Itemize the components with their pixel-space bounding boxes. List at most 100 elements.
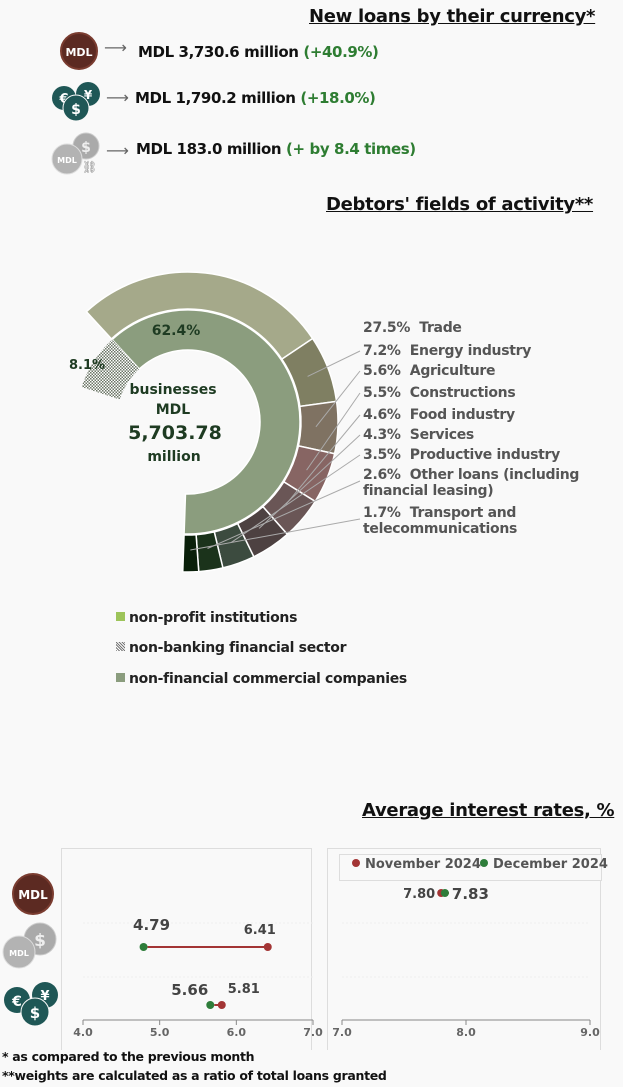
activity-name: Productive industry [409,447,560,463]
x-tick-label: 7.0 [332,1026,352,1039]
leader-line [258,434,361,529]
currency-section-title: New loans by their currency* [309,6,596,27]
legend-swatch [116,642,125,651]
interest-rates-chart: November 2024 December 2024 4.0 5.0 6.0 7.0… [2,848,608,1050]
slice-transport-and-telecommunications [181,533,200,573]
loan-change: (+18.0%) [300,89,376,107]
arrow-icon: ⟶ [104,38,127,57]
activity-section-title: Debtors' fields of activity** [326,194,594,215]
point-dec [139,943,148,951]
legend-label-nov: November 2024 [365,857,481,872]
x-tick-label: 7.0 [303,1026,323,1039]
footnote-1: * as compared to the previous month [2,1049,255,1064]
activity-label: 27.5% Trade [363,320,462,336]
activity-pct: 3.5% [363,447,401,463]
slice-nonfinancial [111,309,301,535]
currency-row-foreign: MDL 1,790.2 million (+18.0%) [135,89,376,107]
activity-name: Trade [419,320,462,336]
activity-pct: 1.7% [363,505,401,521]
activity-label: 1.7% Transport and telecommunications [363,505,517,537]
label-nov: 5.81 [228,982,260,997]
svg-text:$: $ [30,1004,40,1022]
x-tick-label: 4.0 [73,1026,93,1039]
mdl-coin-icon: MDL [12,873,54,915]
activity-label: 4.6% Food industry [363,407,515,423]
activity-pct: 27.5% [363,320,411,336]
svg-text:MDL: MDL [65,46,92,59]
leader-line [207,480,361,549]
leader-line [190,518,361,551]
point-dec [206,1001,215,1009]
inner-label-nonfinancial: 62.4% [152,323,201,339]
legend-marker-dec [480,859,488,867]
center-label-line1: businesses [129,382,216,398]
activity-name: Constructions [409,385,516,401]
activity-pct: 7.2% [363,343,401,359]
mdl-coin-icon: MDL [60,32,98,70]
leader-line [306,392,361,471]
x-tick-label: 9.0 [580,1026,600,1039]
svg-text:⛓: ⛓ [82,160,97,174]
loan-value: MDL 1,790.2 million [135,89,296,107]
activity-pct: 2.6% [363,467,401,483]
left-panel-frame [61,848,312,1050]
activity-pct: 4.6% [363,407,401,423]
svg-text:¥: ¥ [40,989,49,1004]
activity-pct: 4.3% [363,427,401,443]
leader-line [285,414,361,506]
label-nov: 7.80 [403,887,435,902]
foreign-currency-coins-icon: € ¥ $ [52,82,100,122]
svg-text:$: $ [71,102,81,118]
activity-name: Food industry [409,407,515,423]
legend-label: non-banking financial sector [129,640,347,656]
legend-label: non-financial commercial companies [129,671,407,687]
center-total-value: 5,703.78 [128,422,222,444]
activity-label: 7.2% Energy industry [363,343,531,359]
leader-line [315,370,361,428]
inner-label-nonbanking: 8.1% [69,358,105,373]
legend-nonfinancial: non-financial commercial companies [116,671,407,687]
activity-name: Agriculture [409,363,496,379]
svg-text:€: € [11,994,22,1010]
currency-row-linked: MDL 183.0 million (+ by 8.4 times) [136,140,416,158]
foreign-currency-coins-icon: € ¥ $ [4,982,58,1027]
activity-label: 5.5% Constructions [363,385,516,401]
activity-pct: 5.5% [363,385,401,401]
activity-pct: 5.6% [363,363,401,379]
linked-currency-coins-icon: $ MDL [2,922,57,969]
legend-box [339,854,602,881]
svg-text:MDL: MDL [18,888,48,902]
rates-section-title: Average interest rates, % [362,800,615,821]
legend-nonbanking: non-banking financial sector [116,640,347,656]
point-nov [263,943,272,951]
slice-agriculture [297,400,339,455]
x-tick-label: 5.0 [150,1026,170,1039]
activity-donut-chart: 62.4% 8.1% businesses MDL 5,703.78 milli… [69,271,361,573]
leader-line [307,350,361,377]
loan-value: MDL 183.0 million [136,140,282,158]
activity-label: 4.3% Services [363,427,474,443]
svg-text:MDL: MDL [9,949,29,958]
loan-change: (+40.9%) [303,43,379,61]
activity-label: 2.6% Other loans (including financial lea… [363,467,579,499]
activity-name: Other loans (including [409,467,580,483]
right-panel-frame [327,848,601,1050]
legend-nonprofit: non-profit institutions [116,610,297,626]
legend-swatch [116,673,125,682]
arrow-icon: ⟶ [106,88,129,107]
currency-row-mdl: MDL 3,730.6 million (+40.9%) [138,43,379,61]
slice-nonbanking [81,339,140,400]
legend-label-dec: December 2024 [493,857,608,872]
activity-name-cont: financial leasing) [363,483,494,499]
svg-text:$: $ [81,140,91,156]
svg-text:MDL: MDL [57,156,77,165]
label-dec: 5.66 [171,981,208,999]
center-label-line4: million [147,449,200,465]
activity-label: 3.5% Productive industry [363,447,560,463]
activity-name: Energy industry [409,343,532,359]
x-tick-label: 6.0 [227,1026,247,1039]
activity-name-cont: telecommunications [363,521,518,537]
label-nov: 6.41 [244,923,276,938]
point-dec [440,889,449,897]
label-dec: 4.79 [133,916,170,934]
